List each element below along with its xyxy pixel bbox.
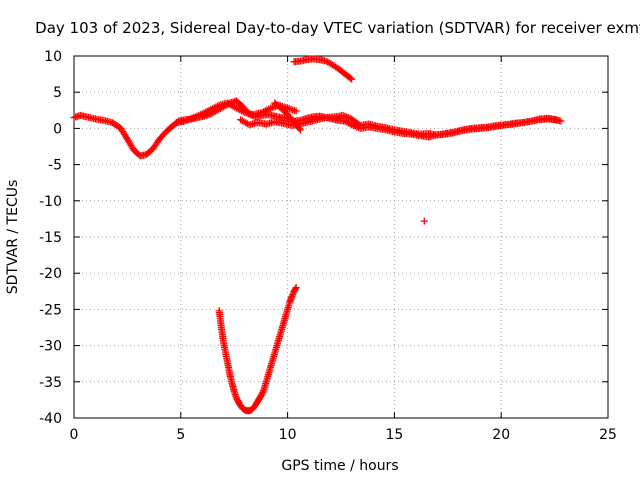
data-point-marker xyxy=(292,284,300,292)
x-tick-label: 15 xyxy=(385,427,403,443)
grid-lines xyxy=(74,56,608,418)
axis-ticks xyxy=(73,55,609,419)
y-tick-label: -5 xyxy=(48,158,62,174)
x-tick-label: 10 xyxy=(279,427,297,443)
y-tick-label: 5 xyxy=(53,85,62,101)
x-tick-label: 20 xyxy=(492,427,510,443)
data-markers xyxy=(70,55,565,415)
x-tick-label: 0 xyxy=(70,427,79,443)
data-point-marker xyxy=(292,107,300,115)
x-tick-label: 5 xyxy=(176,427,185,443)
data-point-marker xyxy=(291,285,299,293)
y-tick-label: -15 xyxy=(39,230,62,246)
y-tick-label: -30 xyxy=(39,339,62,355)
y-axis-label: SDTVAR / TECUs xyxy=(5,180,21,295)
chart-title: Day 103 of 2023, Sidereal Day-to-day VTE… xyxy=(35,19,640,37)
data-point-marker xyxy=(420,217,428,225)
y-tick-label: 0 xyxy=(53,121,62,137)
y-tick-label: -10 xyxy=(39,194,62,210)
x-tick-label: 25 xyxy=(599,427,617,443)
data-point-marker xyxy=(346,74,354,82)
tick-labels: 0 5 10 15 20 25 10 5 0 -5 -10 -15 -20 -25 -30 -35 -40 xyxy=(39,49,617,443)
y-tick-label: -40 xyxy=(39,411,62,427)
y-tick-label: -25 xyxy=(39,302,62,318)
data-point-marker xyxy=(295,125,303,133)
y-tick-label: -35 xyxy=(39,375,62,391)
data-point-marker xyxy=(553,116,561,124)
data-point-marker xyxy=(348,75,356,83)
data-point-marker xyxy=(557,117,565,125)
data-point-marker xyxy=(296,126,304,134)
x-axis-label: GPS time / hours xyxy=(281,458,398,474)
y-tick-label: -20 xyxy=(39,266,62,282)
y-tick-label: 10 xyxy=(44,49,62,65)
